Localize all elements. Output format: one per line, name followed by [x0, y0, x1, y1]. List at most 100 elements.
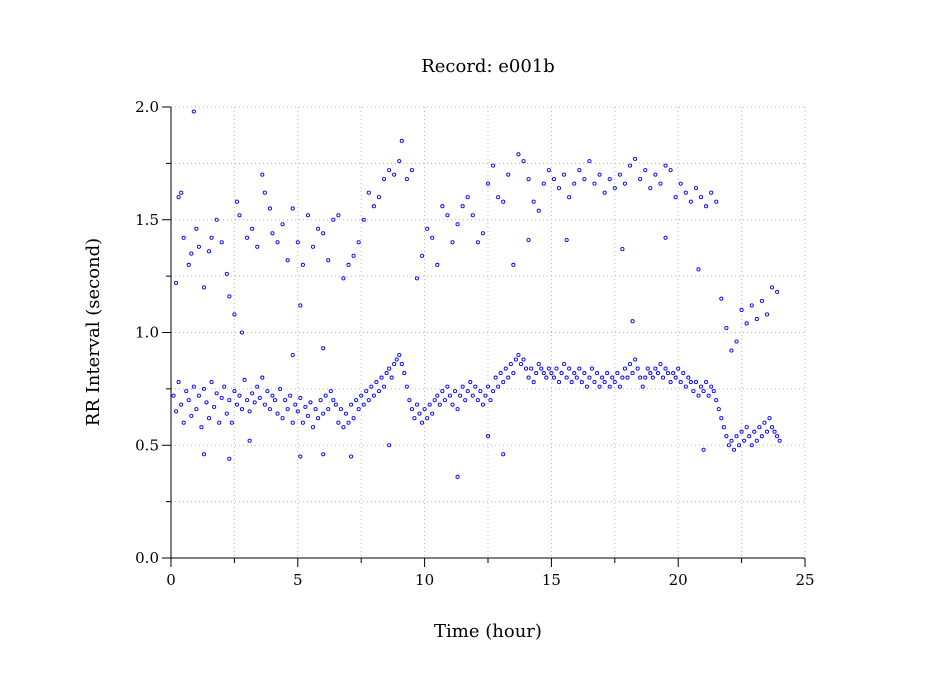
data-point [582, 177, 587, 182]
data-point [696, 267, 701, 272]
data-point [270, 231, 275, 236]
data-point [541, 371, 546, 376]
data-point [501, 452, 506, 457]
data-point [709, 190, 714, 195]
data-point [397, 352, 402, 358]
data-point [602, 380, 607, 385]
data-point [420, 253, 425, 258]
data-point [343, 411, 349, 416]
data-point [511, 262, 516, 267]
data-point [704, 380, 709, 385]
y-tick-label: 1.0 [135, 324, 159, 342]
data-point [559, 371, 564, 376]
data-point [414, 276, 420, 281]
data-point [759, 298, 764, 303]
data-point [245, 398, 250, 403]
data-point [460, 204, 465, 209]
data-point [653, 366, 658, 371]
data-point [658, 181, 663, 186]
data-point [206, 249, 212, 254]
data-point [602, 190, 607, 195]
data-point [310, 425, 316, 430]
data-point [321, 411, 326, 416]
data-point [321, 452, 326, 457]
data-point [491, 163, 496, 168]
data-point [430, 411, 435, 416]
data-point [295, 409, 300, 414]
data-point [460, 384, 465, 389]
data-point [427, 402, 432, 407]
data-point [468, 380, 473, 385]
data-point [506, 172, 511, 177]
data-point [693, 186, 699, 191]
data-point [232, 389, 237, 394]
data-point [450, 402, 455, 407]
data-point [531, 199, 536, 204]
data-point [224, 411, 229, 416]
data-point [300, 262, 305, 267]
data-point [724, 434, 729, 439]
data-point [349, 402, 354, 407]
data-point [711, 389, 716, 394]
data-point [531, 380, 536, 385]
x-tick-label: 20 [669, 571, 688, 589]
data-point [407, 398, 412, 403]
data-point [777, 438, 782, 443]
data-point [194, 407, 199, 412]
data-point [227, 456, 232, 461]
data-point [754, 316, 759, 322]
data-point [417, 411, 422, 416]
data-point [354, 398, 359, 403]
x-tick-label: 5 [293, 571, 303, 589]
data-point [381, 384, 387, 389]
data-point [673, 195, 678, 200]
data-point [229, 420, 234, 425]
data-point [612, 380, 617, 385]
data-point [534, 371, 539, 376]
data-point [338, 407, 343, 412]
data-point [539, 366, 544, 371]
data-point [219, 395, 224, 400]
data-point [290, 420, 295, 425]
data-point [645, 366, 650, 371]
data-point [470, 393, 475, 398]
data-point [709, 384, 714, 389]
data-point [298, 395, 303, 400]
data-point [726, 443, 731, 448]
data-point [255, 384, 260, 389]
data-point [633, 156, 638, 161]
tick-labels: 0 5 10 15 20 25 0.0 0.5 1.0 1.5 2.0 [135, 98, 814, 589]
data-point [194, 226, 199, 231]
data-point [351, 253, 356, 258]
data-point [206, 416, 212, 421]
data-point [326, 407, 331, 412]
x-tick-label: 0 [166, 571, 176, 589]
data-point [402, 371, 407, 376]
data-point [176, 380, 181, 385]
data-point [577, 366, 582, 371]
data-point [556, 380, 562, 385]
data-point [678, 181, 683, 186]
data-point [640, 384, 645, 389]
data-point [549, 371, 554, 376]
data-point [719, 296, 724, 301]
data-point [455, 407, 460, 412]
data-point [638, 177, 643, 182]
data-point [222, 384, 227, 389]
data-point [242, 377, 247, 382]
data-point [290, 352, 295, 358]
data-point [336, 213, 341, 218]
data-point [764, 429, 770, 434]
data-point [622, 181, 627, 186]
data-point [663, 366, 668, 371]
data-point [775, 289, 780, 294]
data-point [323, 393, 328, 398]
data-point [610, 375, 615, 380]
data-point [754, 438, 759, 443]
data-point [331, 217, 336, 222]
data-point [237, 393, 242, 398]
data-point [671, 371, 676, 376]
data-point [698, 195, 704, 200]
data-point [739, 307, 744, 313]
